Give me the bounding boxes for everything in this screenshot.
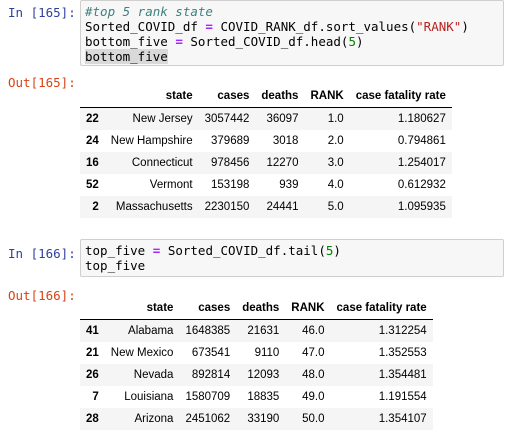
column-header: case fatality rate <box>330 297 433 320</box>
row-index: 2 <box>92 201 99 213</box>
code-line-2: Sorted_COVID_df = COVID_RANK_df.sort_val… <box>85 19 469 34</box>
table-cell: Nevada <box>133 369 174 381</box>
dataframe-output-166: state cases deaths RANK case fatality rate 4… <box>80 297 433 430</box>
output-prompt-165: Out[165]: <box>8 75 76 90</box>
table-row: 2 Massachusetts 2230150 24441 5.0 1.095935 <box>80 196 452 218</box>
table-cell: 9110 <box>254 347 280 359</box>
column-header: cases <box>179 297 237 320</box>
table-cell: 1.352553 <box>378 347 427 359</box>
table-cell: Connecticut <box>131 157 193 169</box>
table-cell: 153198 <box>211 179 250 191</box>
table-cell: 978456 <box>211 157 250 169</box>
input-prompt-165: In [165]: <box>8 5 76 20</box>
table-cell: 4.0 <box>327 179 344 191</box>
table-cell: New Jersey <box>132 113 193 125</box>
table-cell: 379689 <box>211 135 250 147</box>
table-cell: New Mexico <box>110 347 174 359</box>
row-index: 24 <box>86 135 99 147</box>
table-cell: 12093 <box>247 369 280 381</box>
table-cell: 0.612932 <box>397 179 446 191</box>
table-cell: Alabama <box>128 325 174 337</box>
table-cell: 939 <box>279 179 299 191</box>
row-index: 22 <box>86 113 99 125</box>
table-row: 21 New Mexico 673541 9110 47.0 1.352553 <box>80 342 433 364</box>
column-header: case fatality rate <box>349 85 452 108</box>
table-cell: 2.0 <box>327 135 344 147</box>
code-line-3: bottom_five = Sorted_COVID_df.head(5) <box>85 34 364 49</box>
column-header: cases <box>198 85 256 108</box>
table-cell: 46.0 <box>302 325 325 337</box>
table-cell: 24441 <box>266 201 299 213</box>
column-header: RANK <box>285 297 331 320</box>
table-row: 22 New Jersey 3057442 36097 1.0 1.180627 <box>80 107 452 130</box>
table-cell: 3.0 <box>327 157 344 169</box>
table-row: 16 Connecticut 978456 12270 3.0 1.254017 <box>80 152 452 174</box>
index-header <box>80 297 105 320</box>
table-cell: 48.0 <box>302 369 325 381</box>
table-cell: 1580709 <box>185 391 231 403</box>
table-cell: 892814 <box>191 369 231 381</box>
table-cell: 2230150 <box>204 201 250 213</box>
table-cell: 673541 <box>191 347 231 359</box>
table-header-row: state cases deaths RANK case fatality rate <box>80 85 452 108</box>
table-cell: 1648385 <box>185 325 231 337</box>
table-cell: 0.794861 <box>397 135 446 147</box>
row-index: 41 <box>86 325 99 337</box>
table-row: 7 Louisiana 1580709 18835 49.0 1.191554 <box>80 386 433 408</box>
column-header: state <box>104 85 199 108</box>
table-cell: Massachusetts <box>115 201 193 213</box>
row-index: 21 <box>86 347 99 359</box>
index-header <box>80 85 105 108</box>
table-cell: 18835 <box>247 391 280 403</box>
code-line-1: top_five = Sorted_COVID_df.tail(5) <box>85 243 341 258</box>
table-cell: 1.354107 <box>378 413 427 425</box>
table-cell: 1.354481 <box>378 369 427 381</box>
table-row: 24 New Hampshire 379689 3018 2.0 0.794861 <box>80 130 452 152</box>
table-cell: 1.095935 <box>397 201 446 213</box>
table-cell: 49.0 <box>302 391 325 403</box>
table-row: 52 Vermont 153198 939 4.0 0.612932 <box>80 174 452 196</box>
code-line-4: bottom_five <box>85 49 168 64</box>
row-index: 7 <box>92 391 99 403</box>
code-line-2: top_five <box>85 258 146 273</box>
table-cell: New Hampshire <box>110 135 193 147</box>
column-header: deaths <box>236 297 286 320</box>
table-cell: 5.0 <box>327 201 344 213</box>
table-row: 28 Arizona 2451062 33190 50.0 1.354107 <box>80 408 433 430</box>
table-cell: Vermont <box>149 179 193 191</box>
column-header: state <box>104 297 180 320</box>
code-input-cell-166[interactable]: top_five = Sorted_COVID_df.tail(5) top_f… <box>80 239 504 277</box>
table-cell: 3057442 <box>204 113 250 125</box>
table-cell: 50.0 <box>302 413 325 425</box>
code-comment: #top 5 rank state <box>85 4 213 19</box>
table-cell: 1.180627 <box>397 113 446 125</box>
code-input-cell-165[interactable]: #top 5 rank state Sorted_COVID_df = COVI… <box>80 0 504 66</box>
table-header-row: state cases deaths RANK case fatality rate <box>80 297 433 320</box>
code-line-1: #top 5 rank state <box>85 4 503 19</box>
table-cell: 3018 <box>272 135 299 147</box>
table-cell: 36097 <box>266 113 299 125</box>
row-index: 16 <box>86 157 99 169</box>
output-prompt-166: Out[166]: <box>8 288 76 303</box>
table-row: 26 Nevada 892814 12093 48.0 1.354481 <box>80 364 433 386</box>
column-header: deaths <box>255 85 305 108</box>
input-prompt-166: In [166]: <box>8 246 76 261</box>
table-cell: 1.312254 <box>378 325 427 337</box>
table-cell: 47.0 <box>302 347 325 359</box>
table-cell: 1.191554 <box>378 391 427 403</box>
table-cell: 1.0 <box>327 113 344 125</box>
dataframe-output-165: state cases deaths RANK case fatality rate 2… <box>80 85 452 218</box>
table-cell: 12270 <box>266 157 299 169</box>
row-index: 52 <box>86 179 99 191</box>
table-row: 41 Alabama 1648385 21631 46.0 1.312254 <box>80 319 433 342</box>
table-cell: 33190 <box>247 413 280 425</box>
table-cell: 1.254017 <box>397 157 446 169</box>
row-index: 26 <box>86 369 99 381</box>
column-header: RANK <box>304 85 350 108</box>
table-cell: 2451062 <box>185 413 231 425</box>
row-index: 28 <box>86 413 99 425</box>
table-cell: Arizona <box>134 413 174 425</box>
table-cell: Louisiana <box>124 391 174 403</box>
table-cell: 21631 <box>247 325 280 337</box>
